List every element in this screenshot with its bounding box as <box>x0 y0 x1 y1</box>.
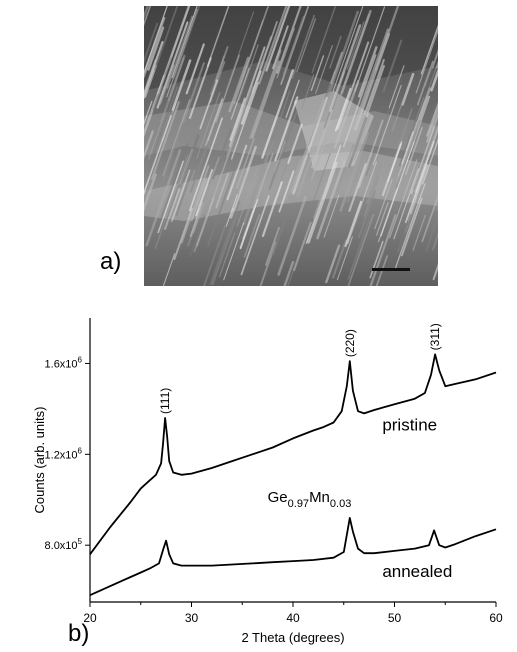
x-tick-label: 50 <box>388 611 402 625</box>
sem-micrograph <box>144 6 438 286</box>
x-tick-label: 40 <box>286 611 300 625</box>
composition-label: Ge0.97Mn0.03 <box>268 489 352 510</box>
y-axis-label: Counts (arb. units) <box>32 407 47 514</box>
xrd-chart: 20 30 40 50 60 8.0x105 1.2x106 1.6x106 2 Theta (… <box>32 318 503 645</box>
panel-a-label: a) <box>100 248 122 275</box>
peak-label: (311) <box>428 323 442 350</box>
y-tick-label: 8.0x105 <box>45 537 83 552</box>
x-tick-label: 60 <box>489 611 503 625</box>
series-label-annealed: annealed <box>382 562 452 581</box>
peak-label: (220) <box>343 329 357 357</box>
panel-b-label: b) <box>68 620 90 647</box>
series-line-pristine <box>89 353 497 555</box>
series-label-pristine: pristine <box>382 415 437 434</box>
y-tick-label: 1.2x106 <box>45 446 83 461</box>
series-line-annealed <box>89 517 497 597</box>
x-tick-label: 30 <box>185 611 199 625</box>
peak-label: (111) <box>158 388 172 414</box>
x-tick-label: 20 <box>83 611 97 625</box>
y-tick-label: 1.6x106 <box>45 355 83 370</box>
x-axis-label: 2 Theta (degrees) <box>241 630 344 645</box>
